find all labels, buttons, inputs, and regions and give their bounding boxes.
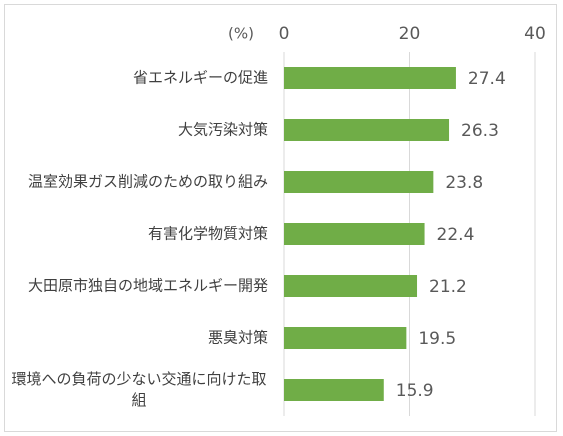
y-tick-label: 省エネルギーの促進 — [132, 68, 268, 87]
y-tick-label: 大田原市独自の地域エネルギー開発 — [27, 276, 268, 295]
category-label-box: 環境への負荷の少ない交通に向けた取組 — [8, 369, 268, 411]
value-label: 27.4 — [468, 69, 506, 89]
category-label-box: 悪臭対策 — [8, 328, 268, 349]
value-label: 22.4 — [437, 225, 475, 245]
category-label-box: 温室効果ガス削減のための取り組み — [8, 172, 268, 193]
y-tick-label: 有害化学物質対策 — [147, 224, 268, 243]
x-tick-label: 20 — [399, 24, 421, 44]
x-tick-label: 40 — [524, 24, 546, 44]
y-tick-label: 悪臭対策 — [207, 328, 268, 347]
category-label-box: 省エネルギーの促進 — [8, 68, 268, 89]
bar — [284, 171, 434, 193]
value-label: 21.2 — [429, 277, 467, 297]
y-tick-label: 環境への負荷の少ない交通に向けた取組 — [11, 370, 267, 409]
bar — [284, 379, 384, 401]
y-tick-label: 温室効果ガス削減のための取り組み — [27, 172, 268, 191]
x-tick-label: 0 — [279, 24, 290, 44]
y-tick-label: 大気汚染対策 — [177, 120, 268, 139]
chart-frame — [4, 4, 557, 432]
value-label: 19.5 — [418, 329, 456, 349]
value-label: 15.9 — [396, 381, 434, 401]
category-label-box: 大田原市独自の地域エネルギー開発 — [8, 276, 268, 297]
bar — [284, 275, 418, 297]
bar — [284, 119, 450, 141]
category-label-box: 大気汚染対策 — [8, 120, 268, 141]
category-label-box: 有害化学物質対策 — [8, 224, 268, 245]
bar — [284, 327, 407, 349]
bar — [284, 223, 425, 245]
unit-label: (%) — [228, 25, 254, 43]
bar — [284, 67, 456, 89]
value-label: 26.3 — [461, 121, 499, 141]
value-label: 23.8 — [445, 173, 483, 193]
